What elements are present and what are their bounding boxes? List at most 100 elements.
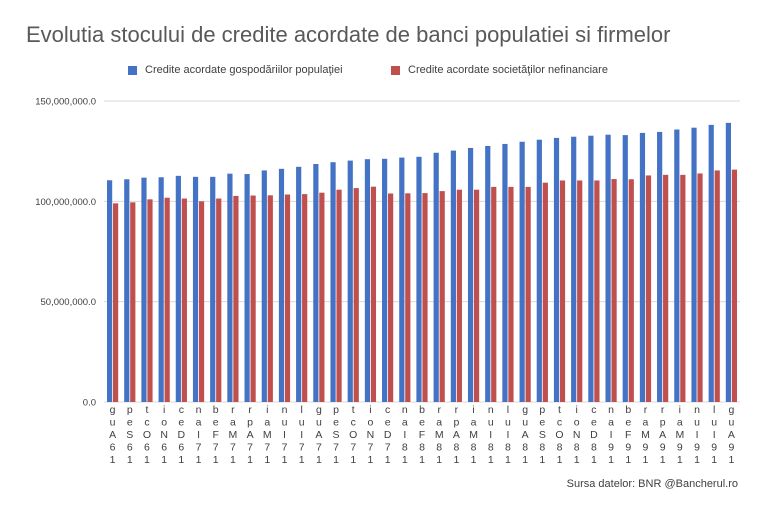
bar-series-2 — [370, 186, 377, 402]
legend-swatch-series-1 — [128, 65, 137, 75]
bar-series-2 — [336, 189, 342, 402]
bar-series-2 — [405, 193, 411, 402]
bar-series-1 — [622, 135, 628, 402]
legend-label-series-2: Credite acordate societăţilor nefinancia… — [408, 64, 608, 76]
legend-item-series-1: Credite acordate gospodăriilor populaţie… — [128, 64, 343, 76]
bar-series-2 — [542, 182, 548, 402]
bar-series-2 — [267, 195, 273, 402]
bar-series-1 — [485, 145, 491, 402]
legend: Credite acordate gospodăriilor populaţie… — [0, 64, 764, 82]
bar-series-2 — [112, 203, 119, 402]
bar-series-2 — [302, 194, 308, 402]
y-tick-label: 0.0 — [83, 398, 96, 409]
bar-series-2 — [525, 186, 531, 402]
bar-series-1 — [416, 156, 422, 402]
bar-series-1 — [227, 173, 233, 402]
bar-series-2 — [611, 179, 617, 402]
bar-series-2 — [250, 195, 256, 402]
bar-series-1 — [244, 174, 250, 402]
bar-series-1 — [158, 177, 164, 402]
y-tick-label: 100,000,000.0 — [35, 197, 96, 208]
bar-series-2 — [422, 193, 428, 402]
bar-series-2 — [353, 188, 359, 402]
bar-series-2 — [130, 202, 136, 402]
bar-series-1 — [536, 139, 542, 402]
chart-title: Evolutia stocului de credite acordate de… — [26, 22, 671, 47]
bar-series-1 — [330, 162, 336, 402]
bar-series-2 — [680, 174, 686, 402]
legend-label-series-1: Credite acordate gospodăriilor populaţie… — [145, 64, 343, 76]
bar-series-1 — [553, 137, 560, 402]
bar-series-1 — [588, 135, 594, 402]
bar-series-2 — [577, 180, 583, 402]
bar-series-2 — [697, 173, 703, 402]
bar-series-1 — [124, 179, 130, 402]
bar-series-1 — [725, 122, 732, 402]
bar-series-2 — [663, 174, 669, 402]
bar-series-1 — [296, 166, 302, 402]
bar-series-1 — [175, 175, 181, 402]
bar-series-1 — [467, 147, 474, 402]
bar-series-1 — [192, 176, 199, 402]
bar-series-2 — [319, 192, 325, 402]
bar-series-1 — [106, 180, 113, 402]
bar-series-1 — [605, 134, 611, 402]
bar-series-1 — [639, 132, 646, 402]
y-tick-label: 150,000,000.0 — [35, 97, 96, 108]
bar-series-2 — [594, 180, 600, 402]
bar-series-2 — [456, 189, 462, 402]
bar-series-2 — [439, 191, 445, 402]
bar-series-2 — [645, 175, 652, 402]
bar-series-1 — [364, 159, 371, 402]
bar-series-1 — [571, 136, 577, 402]
bar-series-1 — [433, 152, 439, 402]
bar-series-1 — [347, 160, 353, 402]
bar-series-2 — [473, 189, 480, 402]
legend-swatch-series-2 — [391, 65, 400, 75]
bar-series-1 — [141, 177, 147, 402]
bar-series-1 — [502, 143, 508, 402]
bar-series-2 — [491, 186, 497, 402]
bar-series-1 — [278, 168, 285, 402]
bar-series-2 — [284, 194, 291, 402]
bar-series-2 — [508, 186, 514, 402]
bar-series-2 — [731, 169, 738, 402]
bar-series-2 — [628, 179, 634, 402]
bar-series-1 — [691, 127, 697, 403]
bar-series-1 — [708, 124, 714, 402]
legend-item-series-2: Credite acordate societăţilor nefinancia… — [391, 64, 608, 76]
bar-series-1 — [399, 157, 405, 402]
bar-series-2 — [216, 198, 222, 402]
bar-series-1 — [450, 150, 456, 402]
